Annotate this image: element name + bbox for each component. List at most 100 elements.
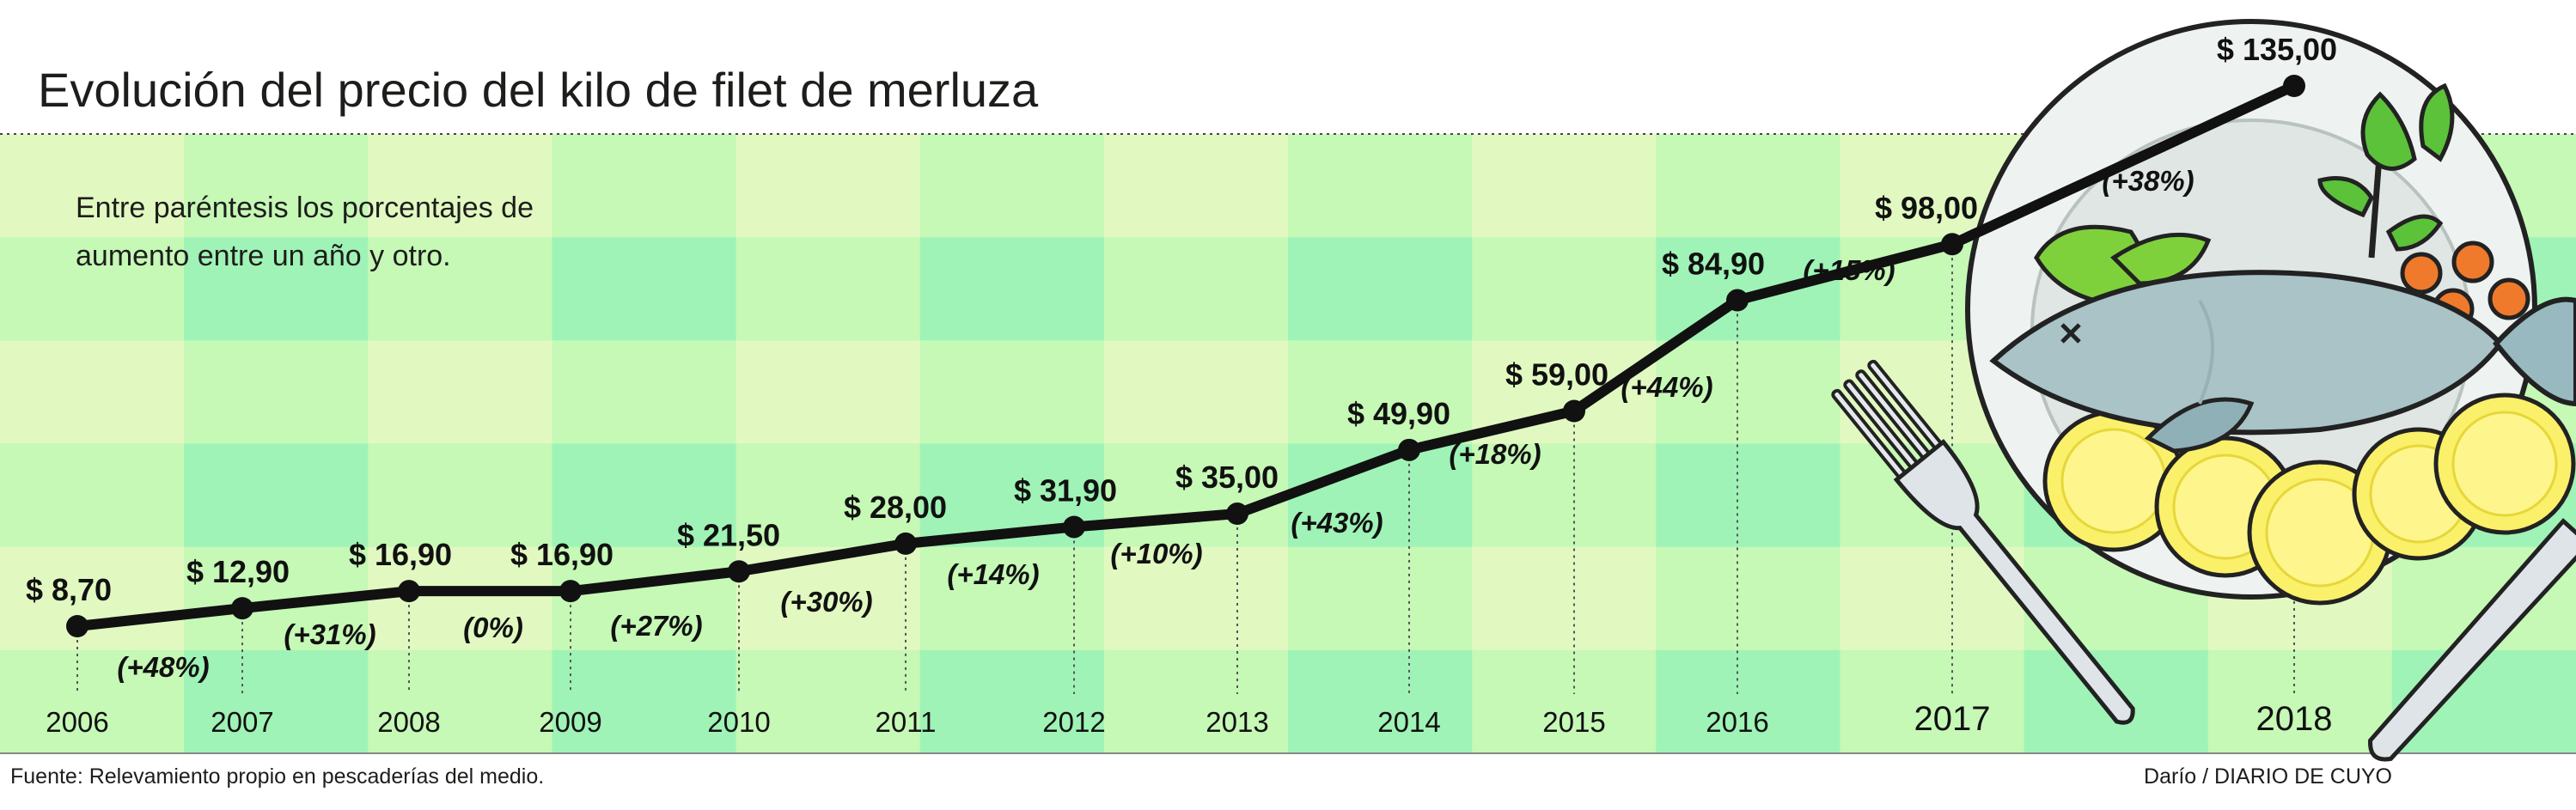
data-point xyxy=(398,580,420,603)
change-label: (+43%) xyxy=(1291,507,1383,539)
background-cell xyxy=(736,340,921,445)
background-cell xyxy=(184,443,369,548)
data-point xyxy=(231,597,253,620)
change-label: (+31%) xyxy=(284,618,375,650)
background-cell xyxy=(1103,649,1289,754)
year-label: 2008 xyxy=(377,706,440,738)
background-cell xyxy=(1288,237,1474,342)
background-cell xyxy=(1472,237,1657,342)
fish-icon xyxy=(1989,270,2576,454)
background-cell xyxy=(919,340,1105,445)
value-label: $ 21,50 xyxy=(677,517,780,552)
credit: Darío / DIARIO DE CUYO xyxy=(2144,764,2392,789)
data-point xyxy=(894,532,917,555)
change-label: (+48%) xyxy=(117,651,209,683)
data-point xyxy=(1726,289,1749,312)
background-cell xyxy=(1656,340,1841,445)
data-point xyxy=(66,615,89,637)
change-label: (+15%) xyxy=(1803,254,1895,286)
background-cell xyxy=(736,443,921,548)
value-label: $ 84,90 xyxy=(1662,247,1765,282)
background-cell xyxy=(552,546,737,651)
value-labels: $ 8,70 $ 12,90 $ 16,90 $ 16,90 $ 21,50 $ 28,0… xyxy=(26,32,2337,607)
change-label: (+18%) xyxy=(1449,438,1541,470)
year-label: 2016 xyxy=(1706,706,1768,738)
background-cell xyxy=(1656,649,1841,754)
data-point xyxy=(1941,233,1963,256)
background-cell xyxy=(1656,237,1841,342)
data-point xyxy=(559,580,582,603)
lemon-slices xyxy=(2042,393,2576,606)
change-label: (+14%) xyxy=(947,558,1039,590)
year-label: 2007 xyxy=(211,706,273,738)
background-cell xyxy=(1103,546,1289,651)
value-label: $ 59,00 xyxy=(1505,356,1608,392)
background-cell xyxy=(1472,649,1657,754)
background-cell xyxy=(2207,649,2393,754)
background-cell xyxy=(368,443,553,548)
data-point xyxy=(2283,75,2305,97)
background-cell xyxy=(1103,443,1289,548)
background-cell xyxy=(736,237,921,342)
note-line-1: Entre paréntesis los porcentajes de xyxy=(76,192,534,224)
change-label: (+27%) xyxy=(610,610,702,642)
data-point xyxy=(1398,438,1420,461)
year-label: 2009 xyxy=(539,706,601,738)
background-cell xyxy=(1288,134,1474,239)
background-cell xyxy=(184,340,369,445)
year-label: 2018 xyxy=(2256,700,2333,738)
background-cell xyxy=(552,649,737,754)
background-cell xyxy=(1656,443,1841,548)
background-cell xyxy=(919,546,1105,651)
background-cell xyxy=(368,237,553,342)
change-label: (+10%) xyxy=(1110,538,1202,569)
value-label: $ 35,00 xyxy=(1175,460,1279,495)
background-cell xyxy=(0,443,186,548)
change-label: (+44%) xyxy=(1621,371,1712,403)
year-label: 2012 xyxy=(1042,706,1105,738)
background-cell xyxy=(1288,340,1474,445)
background-cell xyxy=(919,237,1105,342)
value-label: $ 12,90 xyxy=(186,554,290,589)
background-cell xyxy=(0,546,186,651)
background-cell xyxy=(0,340,186,445)
value-label: $ 49,90 xyxy=(1347,396,1450,431)
background-cell xyxy=(1103,340,1289,445)
background-cell xyxy=(1288,546,1474,651)
background-cell xyxy=(1472,134,1657,239)
background-cell xyxy=(736,649,921,754)
data-point xyxy=(728,560,750,583)
knife-icon xyxy=(2368,518,2576,762)
background-cell xyxy=(368,134,553,239)
value-label: $ 16,90 xyxy=(349,537,452,572)
change-labels: (+48%) (+31%) (0%) (+27%) (+30%) (+14%) (+10%)… xyxy=(117,165,2194,683)
value-label: $ 135,00 xyxy=(2217,32,2337,67)
background-cell xyxy=(184,237,369,342)
background-cell xyxy=(1656,134,1841,239)
background-cell xyxy=(368,546,553,651)
value-label: $ 31,90 xyxy=(1014,472,1117,508)
background-cell xyxy=(1472,546,1657,651)
background-cell xyxy=(552,340,737,445)
background-cell xyxy=(1103,237,1289,342)
value-label: $ 8,70 xyxy=(26,572,112,607)
data-points xyxy=(66,75,2305,637)
data-point xyxy=(1226,502,1248,526)
background-cell xyxy=(0,237,186,342)
background-cell xyxy=(0,134,186,239)
background-cell xyxy=(919,134,1105,239)
plate-illustration xyxy=(1831,19,2576,762)
value-label: $ 98,00 xyxy=(1875,190,1978,225)
background-cell xyxy=(552,443,737,548)
background-cell xyxy=(1840,649,2025,754)
background-cell xyxy=(1656,546,1841,651)
background-cell xyxy=(552,237,737,342)
background-cell xyxy=(184,649,369,754)
chart-title: Evolución del precio del kilo de filet d… xyxy=(38,63,1039,117)
background-cell xyxy=(1472,443,1657,548)
value-label: $ 28,00 xyxy=(844,490,947,525)
change-label: (+38%) xyxy=(2102,165,2194,197)
background-cell xyxy=(368,649,553,754)
background-cell xyxy=(552,134,737,239)
